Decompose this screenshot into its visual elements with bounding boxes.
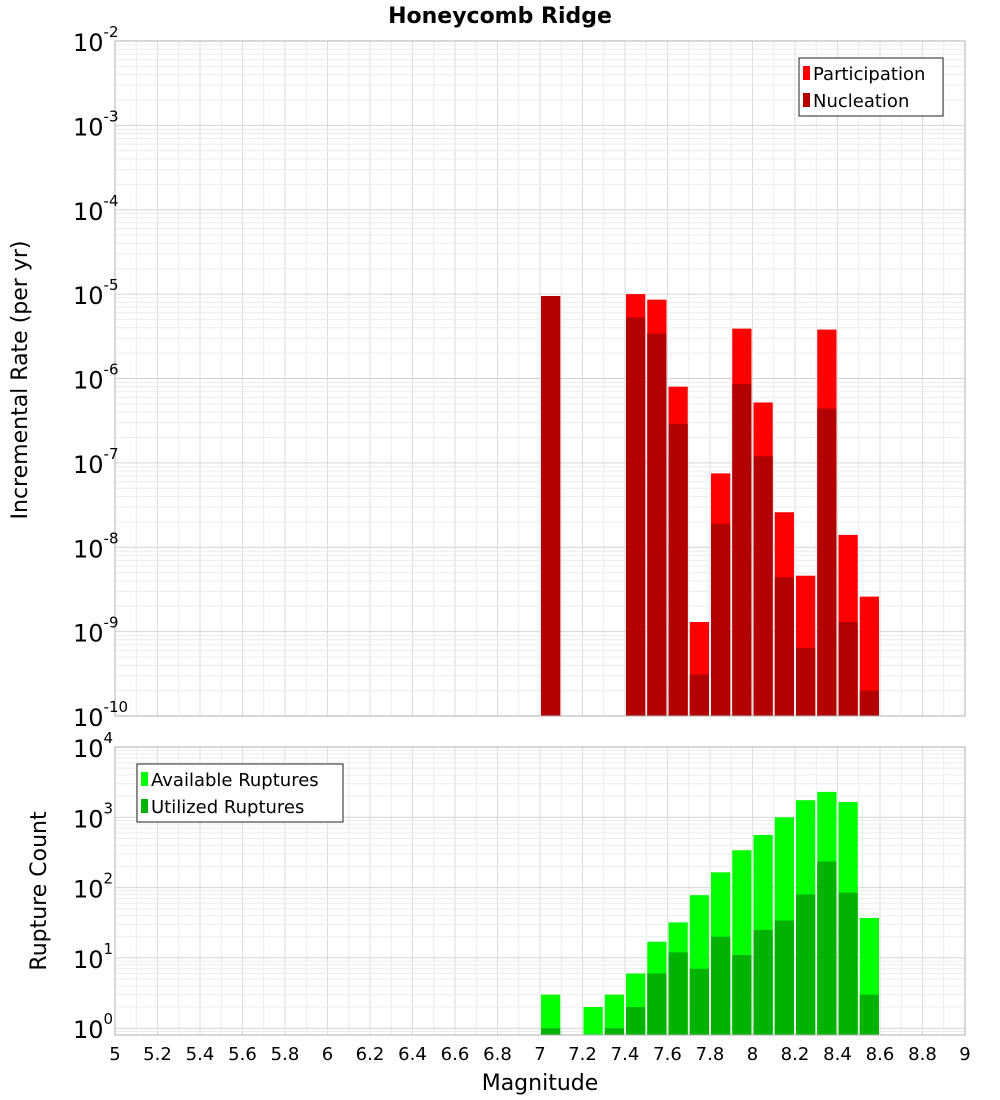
count-legend: Available Ruptures Utilized Ruptures xyxy=(136,763,344,823)
rate-y-tick-label: 10-4 xyxy=(73,192,119,226)
count-legend-box xyxy=(136,763,344,823)
rate-bar-nucleation xyxy=(838,622,858,716)
count-bar-utilized-ruptures xyxy=(626,1007,646,1035)
count-legend-label: Available Ruptures xyxy=(151,770,319,791)
count-bar-utilized-ruptures xyxy=(668,952,688,1035)
rate-bar-nucleation xyxy=(541,296,561,716)
count-y-tick-label: 104 xyxy=(73,729,113,763)
rate-bar-nucleation xyxy=(626,317,646,716)
count-bar-utilized-ruptures xyxy=(689,968,709,1035)
rate-legend-swatch xyxy=(803,93,810,107)
x-tick-label: 8 xyxy=(747,1044,758,1065)
count-bar-utilized-ruptures xyxy=(732,954,752,1035)
count-bar-utilized-ruptures xyxy=(711,936,731,1035)
count-legend-swatch xyxy=(141,772,148,786)
rate-bar-nucleation xyxy=(668,423,688,716)
rate-legend-swatch xyxy=(803,66,810,80)
count-bar-utilized-ruptures xyxy=(838,892,858,1035)
rate-y-tick-label: 10-2 xyxy=(73,23,119,57)
rate-y-tick-label: 10-6 xyxy=(73,361,119,395)
count-legend-label: Utilized Ruptures xyxy=(151,797,304,818)
count-plot-border xyxy=(114,746,966,1036)
count-bar-utilized-ruptures xyxy=(541,1028,561,1035)
rate-panel: 10-10 10-9 10-8 10-7 10-6 10-5 10-4 10-3 10-2 Par… xyxy=(73,23,966,732)
x-tick-label: 8.6 xyxy=(866,1044,895,1065)
count-bar-available-ruptures xyxy=(604,994,624,1035)
count-legend-swatch xyxy=(141,799,148,813)
count-bar-utilized-ruptures xyxy=(859,994,879,1035)
count-bar-available-ruptures xyxy=(541,994,561,1035)
count-bar-available-ruptures xyxy=(583,1007,603,1035)
rate-y-tick-label: 10-3 xyxy=(73,107,119,141)
x-tick-label: 5.8 xyxy=(271,1044,300,1065)
rate-bar-nucleation xyxy=(774,577,794,716)
x-tick-label: 6.4 xyxy=(398,1044,427,1065)
count-y-tick-label: 102 xyxy=(73,870,113,904)
x-tick-label: 5.6 xyxy=(228,1044,257,1065)
rate-y-tick-label: 10-9 xyxy=(73,614,119,648)
rate-legend-box xyxy=(798,57,944,117)
x-tick-label: 7 xyxy=(534,1044,545,1065)
x-tick-label: 8.2 xyxy=(781,1044,810,1065)
rate-bar-nucleation xyxy=(647,333,667,716)
rupture-count-panel: 100 101 102 103 104 Available Ruptures Utilize… xyxy=(73,729,971,1065)
x-tick-label: 6.2 xyxy=(356,1044,385,1065)
rate-bar-participation xyxy=(859,596,879,716)
rate-bar-nucleation xyxy=(817,408,837,716)
rate-bar-nucleation xyxy=(859,690,879,716)
count-bar-utilized-ruptures xyxy=(817,861,837,1035)
chart-title: Honeycomb Ridge xyxy=(388,4,612,29)
rate-y-tick-label: 10-10 xyxy=(73,698,128,732)
x-tick-label: 6.6 xyxy=(441,1044,470,1065)
x-tick-label: 6 xyxy=(322,1044,333,1065)
bottom-y-axis-label: Rupture Count xyxy=(27,811,52,971)
rate-bar-nucleation xyxy=(711,523,731,716)
rate-bar-nucleation xyxy=(732,384,752,716)
count-y-tick-label: 100 xyxy=(73,1010,113,1044)
rate-y-tick-label: 10-8 xyxy=(73,529,119,563)
count-bar-utilized-ruptures xyxy=(796,894,816,1035)
x-tick-label: 5 xyxy=(109,1044,120,1065)
x-tick-label: 6.8 xyxy=(483,1044,512,1065)
count-y-tick-label: 101 xyxy=(73,940,113,974)
rate-legend-label: Participation xyxy=(813,64,925,85)
rate-legend-label: Nucleation xyxy=(813,91,909,112)
x-tick-label: 7.6 xyxy=(653,1044,682,1065)
x-axis-label: Magnitude xyxy=(482,1071,599,1096)
count-bar-utilized-ruptures xyxy=(647,973,667,1035)
rate-bar-nucleation xyxy=(796,647,816,716)
rate-plot-border xyxy=(114,40,966,717)
rate-y-tick-label: 10-7 xyxy=(73,445,119,479)
x-tick-label: 9 xyxy=(959,1044,970,1065)
x-tick-label: 8.4 xyxy=(823,1044,852,1065)
x-tick-label: 7.2 xyxy=(568,1044,597,1065)
rate-bar-nucleation xyxy=(689,674,709,716)
x-tick-label: 5.4 xyxy=(186,1044,215,1065)
x-tick-label: 5.2 xyxy=(143,1044,172,1065)
count-bar-utilized-ruptures xyxy=(604,1028,624,1035)
x-tick-label: 7.8 xyxy=(696,1044,725,1065)
top-y-axis-label: Incremental Rate (per yr) xyxy=(8,241,33,520)
count-bar-utilized-ruptures xyxy=(753,929,773,1035)
rate-y-tick-label: 10-5 xyxy=(73,276,119,310)
count-bar-utilized-ruptures xyxy=(774,920,794,1035)
rate-bar-nucleation xyxy=(753,456,773,716)
x-tick-label: 8.8 xyxy=(908,1044,937,1065)
x-tick-label: 7.4 xyxy=(611,1044,640,1065)
rate-legend: Participation Nucleation xyxy=(798,57,944,117)
count-y-tick-label: 103 xyxy=(73,799,113,833)
